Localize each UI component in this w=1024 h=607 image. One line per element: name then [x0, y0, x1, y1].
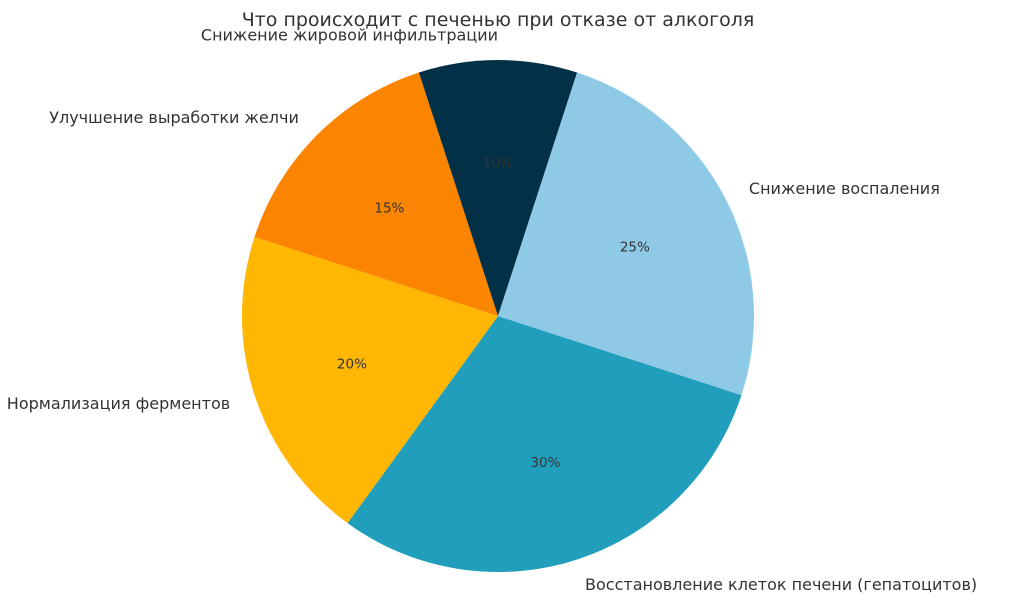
slice-category-label: Улучшение выработки желчи	[49, 108, 299, 127]
slice-category-label: Восстановление клеток печени (гепатоцито…	[585, 575, 977, 594]
pie-slice-2	[242, 236, 498, 524]
slice-category-label: Снижение воспаления	[749, 179, 940, 198]
pie-labels: 30% Восстановление клеток печени (гепатоц…	[7, 25, 977, 593]
slice-category-label: Нормализация ферментов	[7, 394, 230, 413]
slice-percent-label: 30%	[530, 455, 560, 471]
pie-slice-5	[498, 72, 754, 396]
pie-slices	[242, 60, 754, 572]
pie-slice-4	[418, 60, 578, 317]
slice-percent-label: 20%	[337, 356, 367, 372]
slice-percent-label: 15%	[374, 200, 404, 216]
pie-slice-3	[254, 72, 498, 316]
pie-slice-1	[347, 316, 742, 572]
chart-title: Что происходит с печенью при отказе от а…	[242, 9, 755, 31]
slice-percent-label: 10%	[483, 155, 513, 171]
slice-category-label: Снижение жировой инфильтрации	[201, 25, 498, 44]
slice-percent-label: 25%	[620, 239, 650, 255]
